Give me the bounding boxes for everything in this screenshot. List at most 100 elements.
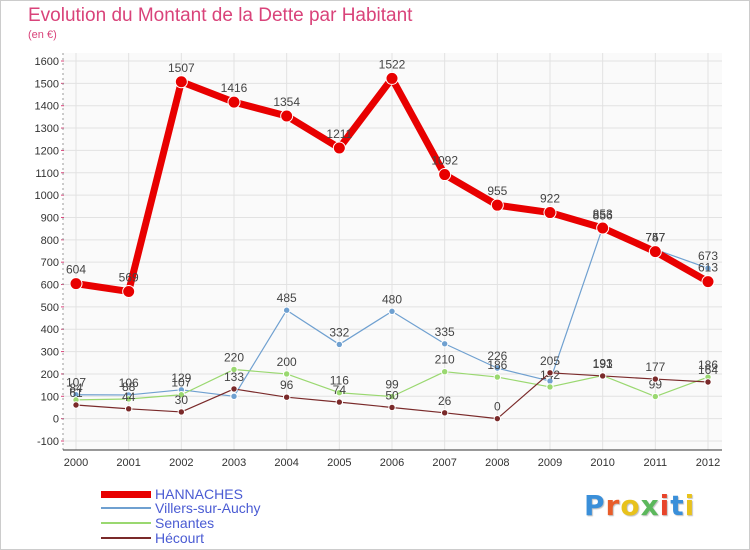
x-tick-label: 2007 [432,457,456,469]
data-label-h-court: 44 [122,390,136,404]
data-point-senantes [177,391,186,399]
legend-item-hannaches: HANNACHES [101,486,243,502]
data-label-h-court: 177 [645,360,665,374]
y-tick-label: 600 [41,280,59,292]
data-label-villers-sur-auchy: 480 [382,292,402,306]
data-label-hannaches: 853 [593,207,613,221]
y-tick-label: 500 [41,302,59,314]
data-point-h-court [335,398,344,406]
data-point-villers-sur-auchy [388,307,396,316]
legend-label: Senantes [155,515,215,531]
data-point-villers-sur-auchy [704,264,712,272]
data-label-h-court: 30 [175,393,189,407]
data-label-senantes: 186 [698,358,718,372]
data-label-h-court: 26 [438,394,452,408]
data-label-senantes: 200 [277,355,297,369]
legend-swatch-villers-sur-auchy [101,507,151,509]
data-point-h-court [493,414,502,423]
x-tick-label: 2009 [538,457,562,469]
legend-item-hecourt: Hécourt [101,530,205,546]
data-point-senantes [230,365,238,374]
data-label-h-court: 205 [540,354,560,368]
data-point-senantes [282,370,291,378]
data-point-h-court [598,372,607,380]
data-label-h-court: 0 [494,400,501,414]
data-point-hannaches [438,168,452,182]
x-tick-label: 2010 [590,457,614,469]
data-label-villers-sur-auchy: 106 [119,376,139,390]
data-label-hannaches: 1211 [326,127,352,141]
data-point-senantes [546,383,554,391]
legend-swatch-senantes [101,522,151,524]
data-point-h-court [651,375,660,383]
data-point-h-court [704,378,712,386]
data-label-hannaches: 569 [119,270,139,284]
x-tick-label: 2002 [169,457,193,469]
data-point-villers-sur-auchy [230,392,238,400]
legend-label: HANNACHES [155,486,243,502]
data-label-h-court: 96 [280,378,294,392]
x-tick-label: 2000 [64,457,88,469]
y-tick-label: 200 [41,369,59,381]
x-tick-label: 2001 [116,457,140,469]
data-label-hannaches: 604 [66,263,86,277]
data-point-hannaches [122,284,136,298]
data-point-h-court [230,385,238,393]
y-tick-label: 1300 [35,123,59,135]
chart-title: Evolution du Montant de la Dette par Hab… [28,5,413,26]
x-tick-label: 2006 [380,457,404,469]
data-label-h-court: 50 [385,388,399,402]
data-label-hannaches: 1354 [273,95,300,109]
legend-label: Hécourt [155,530,205,546]
data-point-hannaches [280,109,294,123]
data-label-villers-sur-auchy: 129 [171,371,191,385]
data-point-senantes [651,392,660,401]
chart-subtitle: (en €) [28,29,57,41]
data-point-senantes [335,389,344,397]
legend-item-senantes: Senantes [101,515,215,531]
data-label-hannaches: 955 [487,184,507,198]
legend-label: Villers-sur-Auchy [155,500,261,516]
data-point-hannaches [174,75,188,89]
data-label-h-court: 74 [333,383,347,397]
data-label-senantes: 107 [171,376,191,390]
data-point-villers-sur-auchy [335,340,344,349]
legend-swatch-hannaches [101,490,151,498]
y-tick-label: 1500 [35,78,59,90]
data-label-senantes: 99 [649,378,663,392]
data-point-h-court [177,408,186,416]
data-label-villers-sur-auchy: 226 [487,349,507,363]
data-point-hannaches [490,198,504,212]
y-tick-label: 100 [41,391,59,403]
x-tick-label: 2008 [485,457,509,469]
data-label-senantes: 84 [69,381,83,395]
data-label-hannaches: 1522 [379,57,406,71]
data-point-senantes [440,368,449,376]
data-label-senantes: 220 [224,350,244,364]
data-label-senantes: 88 [122,380,136,394]
legend-swatch-hecourt [101,537,151,539]
y-tick-label: 1200 [35,145,59,157]
data-point-hannaches [648,245,662,259]
data-point-h-court [282,393,291,401]
legend-item-villers-sur-auchy: Villers-sur-Auchy [101,500,261,516]
data-label-villers-sur-auchy: 673 [698,249,718,263]
y-tick-label: 900 [41,212,59,224]
y-tick-label: 300 [41,347,59,359]
data-label-villers-sur-auchy: 856 [593,208,613,222]
data-point-h-court [388,403,396,412]
y-tick-label: 1400 [35,101,59,113]
data-label-h-court: 61 [69,386,83,400]
data-point-hannaches [701,275,715,289]
data-point-h-court [72,401,80,409]
data-point-senantes [493,373,502,381]
data-label-senantes: 99 [385,378,399,392]
data-label-villers-sur-auchy: 332 [329,325,349,339]
data-point-villers-sur-auchy [440,340,449,348]
y-tick-label: 0 [53,414,59,426]
data-label-hannaches: 1416 [221,81,248,95]
data-label-h-court: 164 [698,363,718,377]
data-label-hannaches: 1092 [431,154,458,168]
y-tick-label: -100 [37,436,59,448]
data-point-senantes [124,395,133,403]
